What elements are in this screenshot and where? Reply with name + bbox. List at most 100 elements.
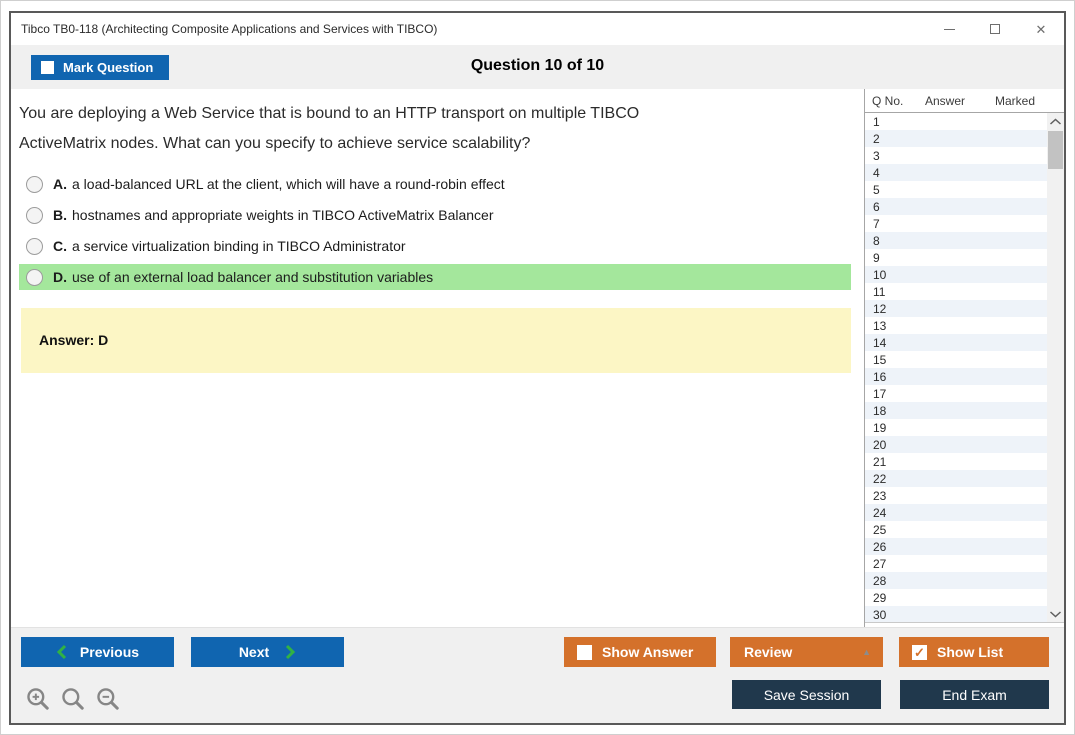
option-row[interactable]: A. a load-balanced URL at the client, wh… [19, 171, 851, 197]
question-list-body: 1 2 3 4 5 6 7 8 9 10 11 12 13 14 15 16 17 18 19 20 21 22 23 24 2… [865, 113, 1047, 622]
question-list-row[interactable]: 2 [865, 130, 1047, 147]
show-list-checkbox-box[interactable]: ✓ [912, 644, 927, 660]
answer-label: Answer: D [39, 332, 109, 348]
question-list-row[interactable]: 12 [865, 300, 1047, 317]
option-letter: D. [53, 269, 67, 285]
option-row[interactable]: B. hostnames and appropriate weights in … [19, 202, 851, 228]
option-row[interactable]: C. a service virtualization binding in T… [19, 233, 851, 259]
option-radio[interactable] [26, 206, 43, 224]
scroll-thumb[interactable] [1048, 131, 1063, 169]
zoom-default-icon[interactable] [60, 686, 86, 712]
show-answer-label: Show Answer [602, 644, 694, 660]
question-list-row[interactable]: 21 [865, 453, 1047, 470]
question-list-cell: 14 [873, 335, 887, 350]
question-list-cell: 24 [873, 505, 887, 520]
question-list-row[interactable]: 17 [865, 385, 1047, 402]
question-list-row[interactable]: 5 [865, 181, 1047, 198]
question-list-row[interactable]: 27 [865, 555, 1047, 572]
scroll-down-button[interactable] [1047, 606, 1064, 621]
scrollbar-track[interactable] [1047, 113, 1064, 622]
question-list-row[interactable]: 3 [865, 147, 1047, 164]
scroll-up-button[interactable] [1047, 114, 1064, 129]
question-area: You are deploying a Web Service that is … [11, 89, 864, 627]
question-list-cell: 12 [873, 301, 887, 316]
chevron-left-icon [56, 644, 66, 660]
question-list-cell: 11 [873, 284, 886, 299]
show-answer-button[interactable]: Show Answer [564, 637, 716, 667]
question-list-row[interactable]: 6 [865, 198, 1047, 215]
question-list-row[interactable]: 19 [865, 419, 1047, 436]
show-list-checkmark: ✓ [914, 644, 925, 660]
show-list-label: Show List [937, 644, 1004, 660]
question-counter: Question 10 of 10 [470, 57, 605, 74]
question-list-row[interactable]: 15 [865, 351, 1047, 368]
question-list-cell: 4 [873, 165, 880, 180]
question-list-row[interactable]: 29 [865, 589, 1047, 606]
end-exam-button[interactable]: End Exam [900, 680, 1049, 709]
question-list-row[interactable]: 8 [865, 232, 1047, 249]
question-list-cell: 17 [873, 386, 887, 401]
save-session-button[interactable]: Save Session [732, 680, 881, 709]
question-list-row[interactable]: 18 [865, 402, 1047, 419]
question-list-row[interactable]: 11 [865, 283, 1047, 300]
show-list-button[interactable]: ✓ Show List [899, 637, 1049, 667]
question-list-row[interactable]: 4 [865, 164, 1047, 181]
question-list-row[interactable]: 9 [865, 249, 1047, 266]
zoom-out-icon[interactable] [95, 686, 121, 712]
column-header-qno: Q No. [872, 93, 904, 108]
question-list-body-wrap: 1 2 3 4 5 6 7 8 9 10 11 12 13 14 15 16 17 18 19 20 21 22 23 24 2… [865, 113, 1064, 623]
question-list-cell: 1 [873, 114, 880, 129]
mark-question-checkbox[interactable] [41, 61, 54, 74]
question-list-cell: 26 [873, 539, 887, 554]
previous-button[interactable]: Previous [21, 637, 174, 667]
question-list-row[interactable]: 13 [865, 317, 1047, 334]
exam-window: Tibco TB0-118 (Architecting Composite Ap… [9, 11, 1066, 725]
question-list-cell: 28 [873, 573, 887, 588]
maximize-button[interactable] [972, 13, 1018, 45]
question-list-cell: 16 [873, 369, 887, 384]
option-text: hostnames and appropriate weights in TIB… [72, 207, 494, 223]
question-list-row[interactable]: 30 [865, 606, 1047, 622]
mark-question-button[interactable]: Mark Question [31, 55, 169, 80]
question-list-row[interactable]: 14 [865, 334, 1047, 351]
column-header-marked: Marked [995, 93, 1036, 108]
question-list-row[interactable]: 7 [865, 215, 1047, 232]
question-list-cell: 29 [873, 590, 887, 605]
show-answer-checkbox[interactable] [577, 644, 592, 660]
question-list-row[interactable]: 26 [865, 538, 1047, 555]
option-radio[interactable] [26, 175, 43, 193]
question-list-row[interactable]: 10 [865, 266, 1047, 283]
option-text: a service virtualization binding in TIBC… [72, 238, 406, 254]
question-list-cell: 23 [873, 488, 887, 503]
chevron-up-icon [1049, 117, 1062, 125]
question-list-header: Q No. Answer Marked [865, 89, 1064, 113]
end-exam-label: End Exam [942, 686, 1007, 703]
question-list-row[interactable]: 25 [865, 521, 1047, 538]
option-letter: C. [53, 238, 67, 254]
question-list-row[interactable]: 23 [865, 487, 1047, 504]
question-list-cell: 27 [873, 556, 887, 571]
question-list-cell: 22 [873, 471, 887, 486]
option-radio[interactable] [26, 237, 43, 255]
option-radio[interactable] [26, 268, 43, 286]
review-button[interactable]: Review ▲ [730, 637, 883, 667]
minimize-button[interactable] [926, 13, 972, 45]
question-list-row[interactable]: 16 [865, 368, 1047, 385]
options-list: A. a load-balanced URL at the client, wh… [19, 171, 864, 290]
zoom-in-icon[interactable] [25, 686, 51, 712]
chevron-right-icon [286, 644, 296, 660]
question-list-row[interactable]: 20 [865, 436, 1047, 453]
next-button[interactable]: Next [191, 637, 344, 667]
question-list-row[interactable]: 28 [865, 572, 1047, 589]
window-controls: ✕ [926, 13, 1064, 45]
close-icon: ✕ [1035, 21, 1047, 37]
close-button[interactable]: ✕ [1018, 13, 1064, 45]
option-letter: B. [53, 207, 67, 223]
question-list-row[interactable]: 24 [865, 504, 1047, 521]
question-list-row[interactable]: 1 [865, 113, 1047, 130]
window-title: Tibco TB0-118 (Architecting Composite Ap… [21, 22, 438, 36]
option-row[interactable]: D. use of an external load balancer and … [19, 264, 851, 290]
maximize-icon [990, 24, 1000, 34]
question-list-row[interactable]: 22 [865, 470, 1047, 487]
